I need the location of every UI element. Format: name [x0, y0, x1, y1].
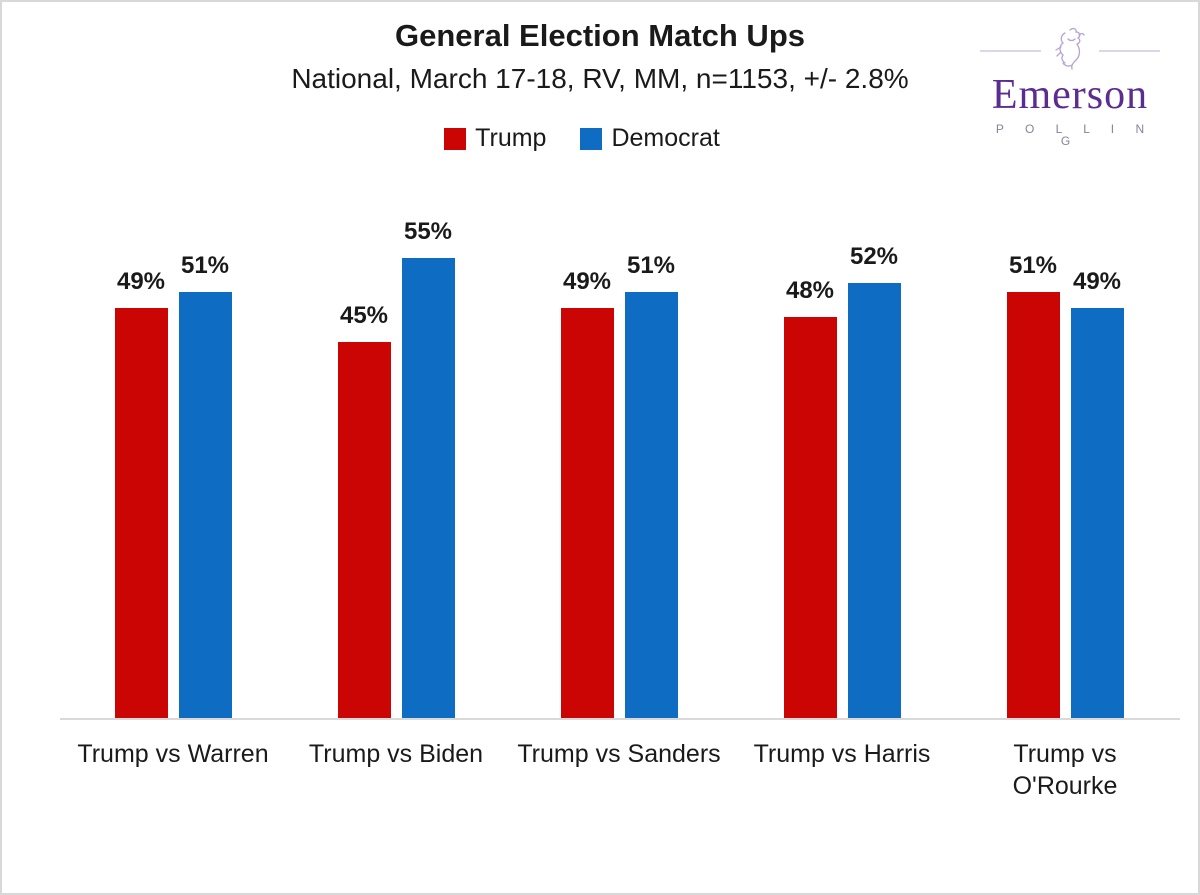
- bar-value-label-democrat-1: 55%: [403, 218, 453, 245]
- bar-democrat-1: [401, 258, 455, 718]
- bar-trump-1: [337, 342, 391, 718]
- chart-header: General Election Match Ups National, Mar…: [2, 18, 1198, 153]
- bar-value-label-trump-3: 48%: [785, 277, 835, 304]
- bar-trump-4: [1006, 292, 1060, 718]
- bar-value-label-democrat-4: 49%: [1072, 268, 1122, 295]
- bar-value-label-trump-1: 45%: [339, 302, 389, 329]
- chart-subtitle: National, March 17-18, RV, MM, n=1153, +…: [291, 63, 909, 94]
- bar-democrat-4: [1070, 308, 1124, 718]
- logo-brand-name: Emerson: [991, 72, 1149, 118]
- legend-label: Trump: [475, 124, 547, 152]
- legend-swatch-trump: [444, 127, 467, 150]
- legend-label: Democrat: [611, 124, 720, 152]
- logo-brand-tagline: P O L L I N G: [995, 122, 1154, 148]
- bar-value-label-trump-4: 51%: [1008, 252, 1058, 279]
- bar-democrat-2: [624, 292, 678, 718]
- chart-title: General Election Match Ups: [395, 18, 805, 53]
- emerson-polling-logo: Emerson P O L L I N G: [980, 26, 1160, 147]
- bar-value-label-trump-2: 49%: [562, 268, 612, 295]
- x-axis-category-label-2: Trump vs Sanders: [517, 740, 721, 768]
- bar-trump-3: [783, 317, 837, 718]
- bar-value-label-democrat-3: 52%: [849, 243, 899, 270]
- x-axis-category-label-4: Trump vs O'Rourke: [1012, 740, 1118, 800]
- legend-swatch-democrat: [580, 127, 603, 150]
- lion-rampant-icon: [1049, 25, 1091, 77]
- bar-democrat-3: [847, 283, 901, 718]
- bar-trump-2: [560, 308, 614, 718]
- logo-rule-left: [980, 50, 1041, 52]
- legend-item-democrat: Democrat: [580, 124, 720, 153]
- chart-legend: Trump Democrat: [2, 124, 1180, 153]
- bar-value-label-democrat-2: 51%: [626, 252, 676, 279]
- legend-item-trump: Trump: [444, 124, 546, 153]
- logo-rule-right: [1099, 50, 1160, 52]
- bar-democrat-0: [178, 292, 232, 718]
- logo-crest-row: [980, 26, 1160, 76]
- bar-trump-0: [114, 308, 168, 718]
- x-axis-line: [60, 718, 1180, 720]
- x-axis-category-label-1: Trump vs Biden: [308, 740, 484, 768]
- bar-value-label-democrat-0: 51%: [180, 252, 230, 279]
- bar-value-label-trump-0: 49%: [116, 268, 166, 295]
- x-axis-category-label-0: Trump vs Warren: [77, 740, 269, 768]
- x-axis-category-label-3: Trump vs Harris: [753, 740, 931, 768]
